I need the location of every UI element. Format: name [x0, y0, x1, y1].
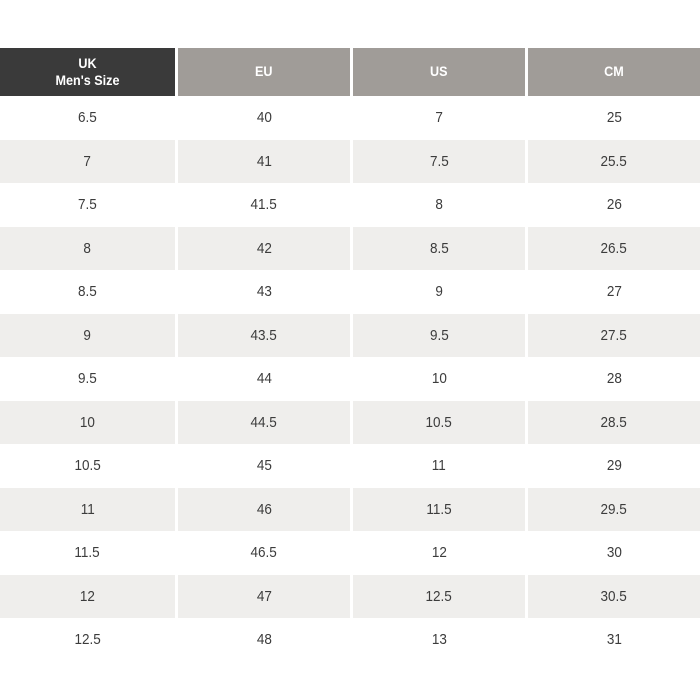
cell-uk: 9.5	[0, 357, 175, 401]
header-uk-label: UK Men's Size	[55, 54, 120, 89]
cell-eu: 44	[175, 357, 350, 401]
table-row: 6.5 40 7 25	[0, 96, 700, 140]
table-row: 11 46 11.5 29.5	[0, 487, 700, 531]
cell-eu: 40	[175, 96, 350, 140]
cell-cm: 28	[525, 357, 700, 401]
table-row: 9.5 44 10 28	[0, 357, 700, 401]
table-header: UK Men's Size EU US CM	[0, 48, 700, 96]
cell-eu: 43.5	[175, 313, 350, 357]
cell-us: 8.5	[350, 226, 525, 270]
cell-eu: 48	[175, 618, 350, 662]
cell-uk: 12	[0, 574, 175, 618]
cell-uk: 7	[0, 139, 175, 183]
header-cm: CM	[525, 48, 700, 96]
table-row: 12.5 48 13 31	[0, 618, 700, 662]
table-body: 6.5 40 7 25 7 41 7.5 25.5 7.5 41.5 8 26 …	[0, 96, 700, 662]
cell-uk: 12.5	[0, 618, 175, 662]
cell-uk: 10.5	[0, 444, 175, 488]
cell-us: 12.5	[350, 574, 525, 618]
cell-cm: 27	[525, 270, 700, 314]
table-row: 11.5 46.5 12 30	[0, 531, 700, 575]
cell-us: 13	[350, 618, 525, 662]
cell-cm: 26	[525, 183, 700, 227]
cell-eu: 44.5	[175, 400, 350, 444]
cell-uk: 7.5	[0, 183, 175, 227]
cell-cm: 28.5	[525, 400, 700, 444]
header-eu: EU	[175, 48, 350, 96]
table-row: 8.5 43 9 27	[0, 270, 700, 314]
cell-cm: 29.5	[525, 487, 700, 531]
cell-us: 10.5	[350, 400, 525, 444]
cell-us: 10	[350, 357, 525, 401]
cell-us: 9	[350, 270, 525, 314]
cell-cm: 25.5	[525, 139, 700, 183]
header-row: UK Men's Size EU US CM	[0, 48, 700, 96]
cell-uk: 11	[0, 487, 175, 531]
cell-eu: 45	[175, 444, 350, 488]
cell-uk: 6.5	[0, 96, 175, 140]
cell-us: 9.5	[350, 313, 525, 357]
header-uk-mens-size: UK Men's Size	[0, 48, 175, 96]
size-chart-page: UK Men's Size EU US CM 6.5 40 7 25 7 41 …	[0, 48, 700, 700]
cell-us: 12	[350, 531, 525, 575]
cell-uk: 10	[0, 400, 175, 444]
table-row: 10.5 45 11 29	[0, 444, 700, 488]
table-row: 7 41 7.5 25.5	[0, 139, 700, 183]
cell-cm: 31	[525, 618, 700, 662]
cell-cm: 25	[525, 96, 700, 140]
table-row: 7.5 41.5 8 26	[0, 183, 700, 227]
header-us: US	[350, 48, 525, 96]
cell-cm: 27.5	[525, 313, 700, 357]
cell-uk: 8	[0, 226, 175, 270]
cell-us: 7	[350, 96, 525, 140]
cell-eu: 42	[175, 226, 350, 270]
table-row: 9 43.5 9.5 27.5	[0, 313, 700, 357]
cell-us: 8	[350, 183, 525, 227]
cell-eu: 41.5	[175, 183, 350, 227]
cell-cm: 30.5	[525, 574, 700, 618]
cell-uk: 9	[0, 313, 175, 357]
table-row: 10 44.5 10.5 28.5	[0, 400, 700, 444]
cell-uk: 11.5	[0, 531, 175, 575]
cell-cm: 30	[525, 531, 700, 575]
cell-eu: 46	[175, 487, 350, 531]
cell-cm: 26.5	[525, 226, 700, 270]
cell-cm: 29	[525, 444, 700, 488]
cell-eu: 43	[175, 270, 350, 314]
cell-uk: 8.5	[0, 270, 175, 314]
cell-eu: 47	[175, 574, 350, 618]
table-row: 8 42 8.5 26.5	[0, 226, 700, 270]
cell-us: 7.5	[350, 139, 525, 183]
cell-us: 11.5	[350, 487, 525, 531]
cell-eu: 41	[175, 139, 350, 183]
size-conversion-table: UK Men's Size EU US CM 6.5 40 7 25 7 41 …	[0, 48, 700, 662]
table-row: 12 47 12.5 30.5	[0, 574, 700, 618]
cell-us: 11	[350, 444, 525, 488]
cell-eu: 46.5	[175, 531, 350, 575]
